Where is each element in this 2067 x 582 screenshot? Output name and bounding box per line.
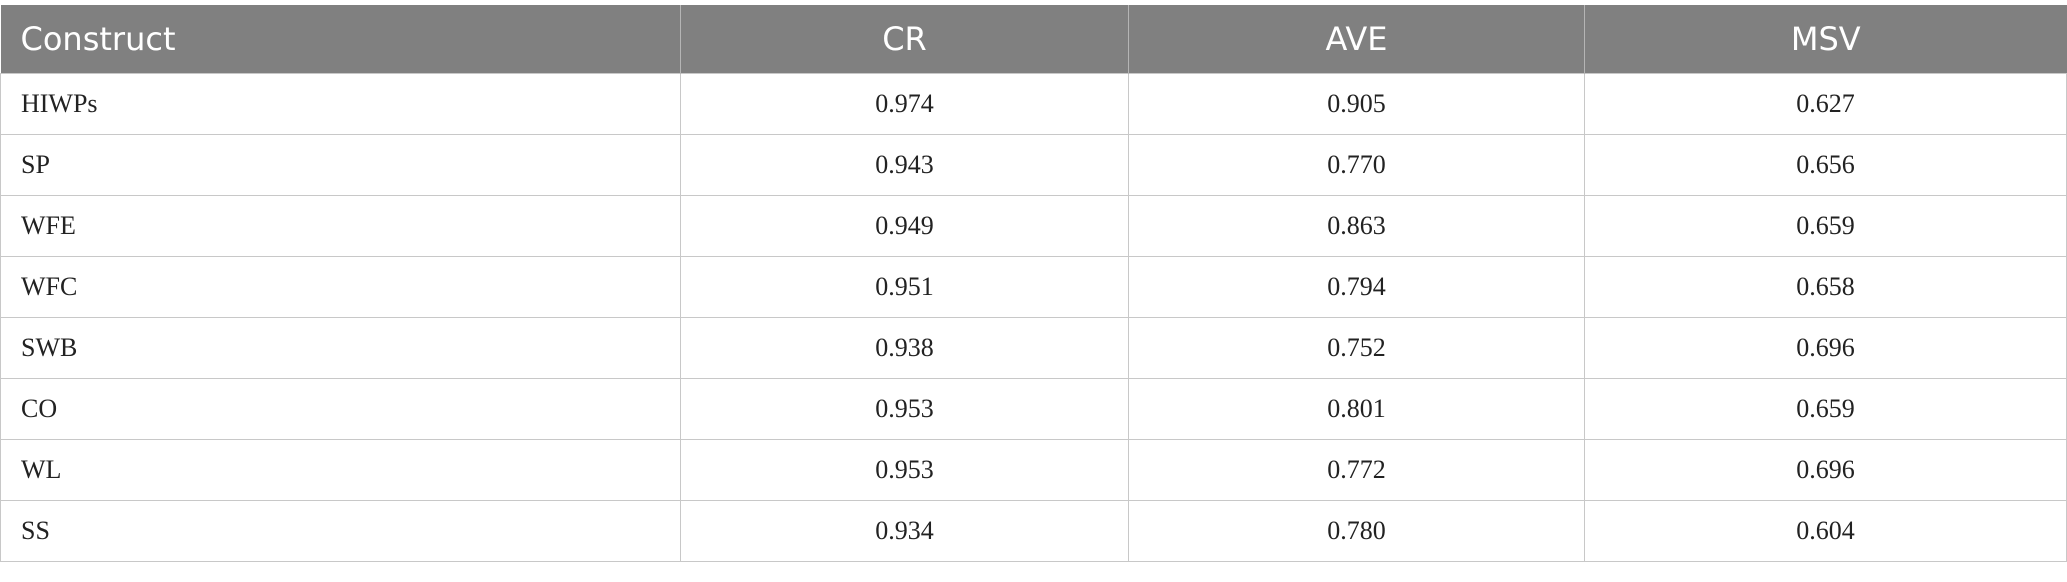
table-cell: 0.953	[680, 439, 1129, 501]
table-cell: 0.953	[680, 378, 1129, 440]
table-cell: 0.656	[1584, 134, 2067, 196]
table-cell: 0.659	[1584, 378, 2067, 440]
table-cell: 0.905	[1128, 73, 1585, 135]
table-cell: 0.696	[1584, 317, 2067, 379]
table-row: SS 0.934 0.780 0.604	[0, 500, 2067, 562]
table-cell: SWB	[0, 317, 681, 379]
table-cell: WFC	[0, 256, 681, 318]
table-cell: 0.801	[1128, 378, 1585, 440]
table-cell: CO	[0, 378, 681, 440]
table-row: HIWPs 0.974 0.905 0.627	[0, 73, 2067, 135]
table-row: SP 0.943 0.770 0.656	[0, 134, 2067, 196]
table-body: HIWPs 0.974 0.905 0.627 SP 0.943 0.770 0.656 WFE…	[0, 73, 2067, 562]
table-cell: 0.780	[1128, 500, 1585, 562]
table-row: WFE 0.949 0.863 0.659	[0, 195, 2067, 257]
header-cell: AVE	[1128, 5, 1585, 74]
table-row: WL 0.953 0.772 0.696	[0, 439, 2067, 501]
header-cell: CR	[680, 5, 1129, 74]
table-row: WFC 0.951 0.794 0.658	[0, 256, 2067, 318]
table-row: CO 0.953 0.801 0.659	[0, 378, 2067, 440]
data-table: Construct CR AVE MSV HIWPs 0.974 0.905 0.627 SP…	[0, 5, 2067, 562]
table-cell: 0.951	[680, 256, 1129, 318]
table-cell: 0.938	[680, 317, 1129, 379]
table-cell: WFE	[0, 195, 681, 257]
table-cell: 0.752	[1128, 317, 1585, 379]
table-cell: 0.770	[1128, 134, 1585, 196]
table-cell: SP	[0, 134, 681, 196]
table-cell: WL	[0, 439, 681, 501]
table-cell: 0.696	[1584, 439, 2067, 501]
table-cell: 0.794	[1128, 256, 1585, 318]
table-cell: 0.604	[1584, 500, 2067, 562]
table-cell: 0.934	[680, 500, 1129, 562]
table-cell: 0.863	[1128, 195, 1585, 257]
table-cell: 0.974	[680, 73, 1129, 135]
table-cell: 0.772	[1128, 439, 1585, 501]
table-cell: 0.627	[1584, 73, 2067, 135]
header-cell: MSV	[1584, 5, 2067, 74]
table-cell: 0.659	[1584, 195, 2067, 257]
table-cell: HIWPs	[0, 73, 681, 135]
table-cell: SS	[0, 500, 681, 562]
table-cell: 0.658	[1584, 256, 2067, 318]
table-cell: 0.949	[680, 195, 1129, 257]
header-row: Construct CR AVE MSV	[0, 5, 2067, 74]
table-row: SWB 0.938 0.752 0.696	[0, 317, 2067, 379]
header-cell: Construct	[0, 5, 681, 74]
table-cell: 0.943	[680, 134, 1129, 196]
